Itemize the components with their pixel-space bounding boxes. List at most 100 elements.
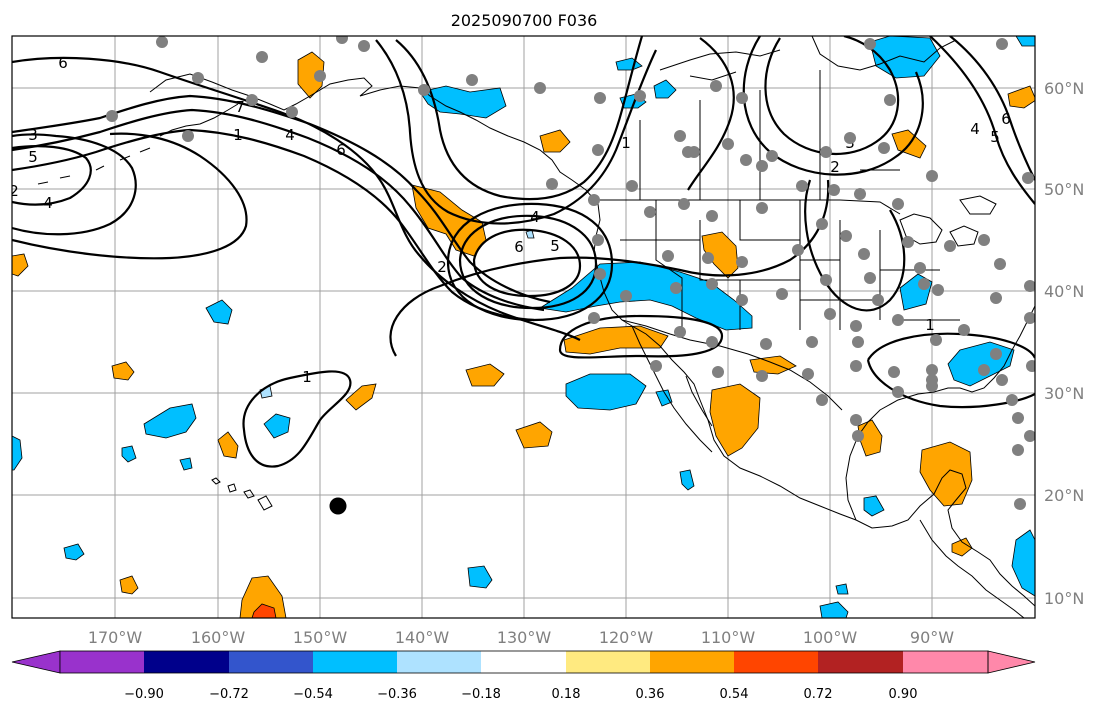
station-marker	[996, 374, 1008, 386]
station-marker	[674, 326, 686, 338]
station-marker	[706, 278, 718, 290]
contour-line	[687, 37, 735, 191]
station-marker	[918, 278, 930, 290]
station-marker	[736, 92, 748, 104]
station-marker	[702, 252, 714, 264]
contour-line	[929, 36, 1035, 205]
lon-label-120w: 120°W	[599, 628, 654, 647]
lon-label-150w: 150°W	[293, 628, 348, 647]
station-marker	[740, 154, 752, 166]
station-marker	[712, 366, 724, 378]
station-marker	[588, 194, 600, 206]
station-marker	[106, 110, 118, 122]
baja-coastline	[631, 325, 713, 453]
station-marker	[662, 250, 674, 262]
station-marker	[878, 142, 890, 154]
station-marker	[706, 210, 718, 222]
lat-label-20n: 20°N	[1044, 486, 1084, 505]
lon-label-110w: 110°W	[701, 628, 756, 647]
contour-label: 6	[336, 141, 346, 159]
negative-region	[565, 373, 647, 411]
contour-line	[446, 202, 614, 322]
colorbar-segment	[734, 651, 818, 673]
station-marker	[858, 248, 870, 260]
contour-line	[804, 179, 906, 312]
station-marker	[996, 38, 1008, 50]
lon-label-100w: 100°W	[803, 628, 858, 647]
station-marker	[1024, 430, 1035, 442]
station-marker	[192, 72, 204, 84]
colorbar-tick-label: −0.54	[293, 687, 333, 702]
station-marker	[246, 94, 258, 106]
station-marker	[588, 312, 600, 324]
contour-label: 4	[285, 126, 295, 144]
station-marker	[592, 234, 604, 246]
positive-region	[217, 431, 239, 459]
station-marker	[816, 394, 828, 406]
station-marker	[902, 236, 914, 248]
station-marker	[534, 82, 546, 94]
station-marker	[990, 348, 1002, 360]
station-marker	[736, 294, 748, 306]
colorbar-frame	[59, 650, 989, 674]
station-marker	[850, 320, 862, 332]
contour-label: 6	[514, 238, 524, 256]
map-panel: 6 3 5 4 7 1 4 6 2 4 6 5 1 3 2 4 5 6 1 2	[11, 35, 1036, 619]
colorbar-tick-label: −0.72	[209, 687, 249, 702]
station-marker	[1012, 412, 1024, 424]
station-marker	[634, 90, 646, 102]
station-marker	[756, 202, 768, 214]
station-marker	[620, 290, 632, 302]
station-marker	[688, 146, 700, 158]
positive-region	[239, 575, 287, 618]
station-marker	[930, 334, 942, 346]
positive-region	[465, 363, 505, 387]
positive-region	[539, 129, 571, 153]
contour-label: 6	[1001, 110, 1011, 128]
station-marker	[844, 132, 856, 144]
contour-line	[389, 179, 830, 357]
contour-line	[949, 36, 1035, 181]
contour-label: 7	[235, 98, 245, 116]
station-marker	[756, 370, 768, 382]
positive-region	[1007, 85, 1035, 109]
station-marker	[766, 150, 778, 162]
station-marker	[932, 284, 944, 296]
latitude-labels: 60°N 50°N 40°N 30°N 20°N 10°N	[1044, 79, 1084, 608]
station-marker	[958, 324, 970, 336]
station-marker	[722, 138, 734, 150]
positive-region	[345, 383, 377, 411]
colorbar-segment	[397, 651, 481, 673]
positive-region	[12, 253, 29, 277]
station-marker	[156, 36, 168, 48]
colorbar-segment	[481, 651, 566, 673]
contour-line	[12, 133, 137, 236]
station-marker	[864, 272, 876, 284]
lon-label-170w: 170°W	[88, 628, 143, 647]
canada-province-borders	[639, 70, 900, 200]
station-marker	[824, 308, 836, 320]
colorbar-segment	[313, 651, 397, 673]
station-marker	[884, 94, 896, 106]
station-marker	[820, 274, 832, 286]
colorbar-segment	[650, 651, 734, 673]
positive-region	[119, 575, 139, 595]
colorbar-tick-label: −0.36	[377, 687, 417, 702]
station-marker	[872, 294, 884, 306]
station-marker	[850, 414, 862, 426]
colorbar-tick-label: 0.18	[552, 687, 581, 702]
arctic-coastline	[659, 49, 781, 81]
lon-label-160w: 160°W	[191, 628, 246, 647]
colorbar-segment	[144, 651, 229, 673]
positive-region	[951, 537, 973, 557]
negative-region	[143, 403, 197, 439]
station-marker	[990, 292, 1002, 304]
station-marker	[926, 380, 938, 392]
colorbar-segment	[903, 651, 988, 673]
station-marker	[852, 336, 864, 348]
contour-line	[12, 145, 92, 206]
colorbar-extend-max	[987, 650, 1036, 674]
positive-region	[701, 231, 739, 279]
station-marker	[182, 130, 194, 142]
colorbar-extend-min	[11, 650, 61, 674]
